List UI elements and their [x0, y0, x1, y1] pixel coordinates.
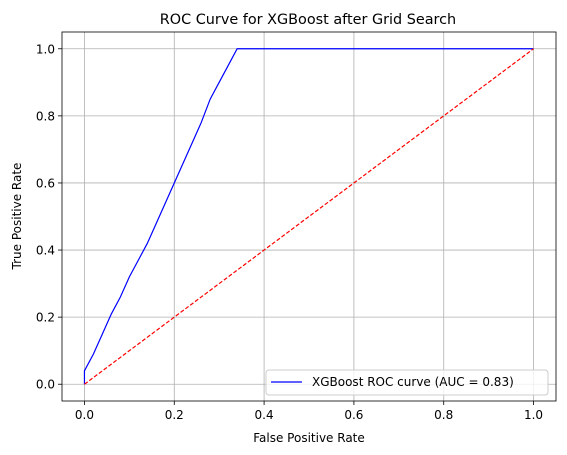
y-tick-label: 0.0 — [36, 378, 55, 392]
series-layer — [83, 48, 534, 385]
legend: XGBoost ROC curve (AUC = 0.83) — [265, 369, 549, 396]
y-tick-label: 0.2 — [36, 311, 55, 325]
x-tick-label: 1.0 — [524, 408, 543, 422]
y-tick-label: 0.8 — [36, 109, 55, 123]
x-tick-label: 0.0 — [75, 408, 94, 422]
chart-title: ROC Curve for XGBoost after Grid Search — [160, 12, 456, 28]
diagonal-reference-line — [84, 48, 534, 385]
y-tick-label: 0.4 — [36, 244, 55, 258]
legend-box — [265, 369, 549, 396]
x-tick-label: 0.6 — [344, 408, 363, 422]
x-tick-label: 0.4 — [255, 408, 274, 422]
y-tick-label: 1.0 — [36, 42, 55, 56]
plot-frame — [61, 31, 557, 402]
x-tick-label: 0.8 — [434, 408, 453, 422]
y-axis-label: True Positive Rate — [10, 163, 24, 271]
x-tick-label: 0.2 — [165, 408, 184, 422]
grid — [62, 32, 556, 401]
legend-label: XGBoost ROC curve (AUC = 0.83) — [312, 375, 514, 389]
ticks: 0.0 0.2 0.4 0.6 0.8 1.0 0.0 0.2 0.4 0.6 0.8 1.0 — [36, 42, 543, 422]
y-tick-label: 0.6 — [36, 176, 55, 190]
roc-curve-line — [83, 48, 534, 385]
x-axis-label: False Positive Rate — [253, 431, 365, 445]
